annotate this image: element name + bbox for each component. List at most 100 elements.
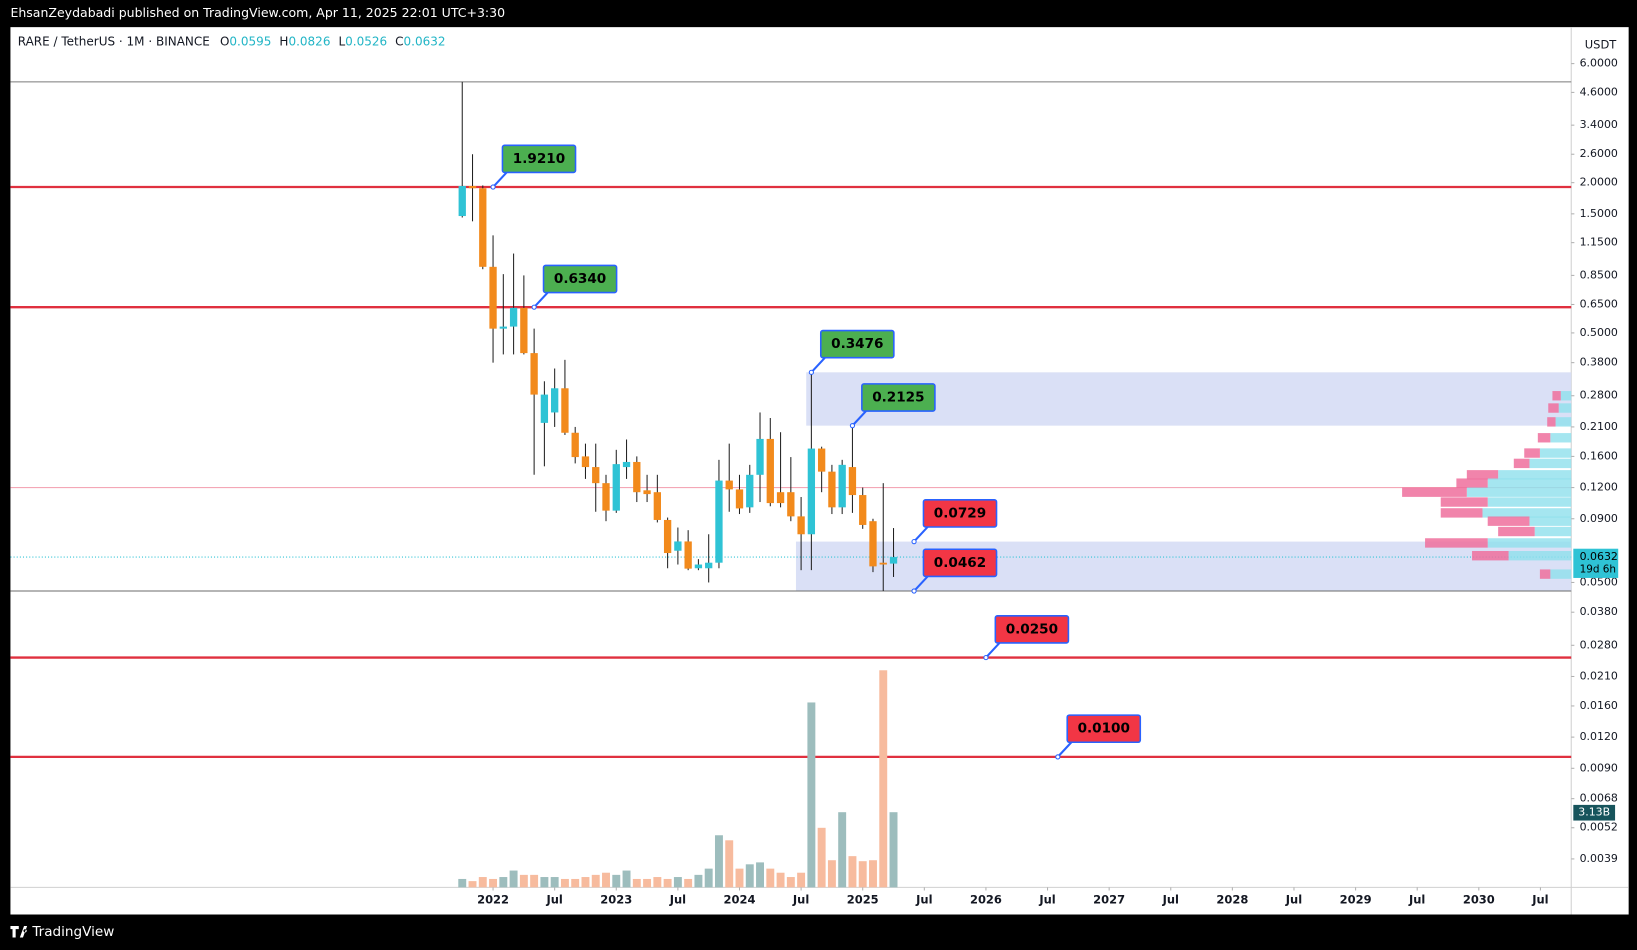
- volume-bar: [489, 878, 498, 888]
- profile-up: [1560, 391, 1572, 401]
- profile-down: [1524, 448, 1540, 458]
- axis-unit: USDT: [1585, 37, 1618, 51]
- volume-bar: [786, 877, 795, 888]
- callout-box: [922, 548, 998, 578]
- y-tick-label: 0.0210: [1580, 669, 1618, 682]
- volume-bar: [540, 877, 549, 888]
- profile-up: [1487, 497, 1572, 507]
- candle-body: [828, 471, 836, 508]
- callout-line: [492, 171, 508, 188]
- volume-bar: [714, 835, 723, 888]
- volume-bar: [519, 874, 528, 888]
- volume-bar: [766, 868, 775, 888]
- x-tick-label: 2024: [724, 892, 756, 906]
- candle-body: [663, 519, 672, 554]
- volume-bar: [560, 878, 569, 888]
- legend: RARE / TetherUS · 1M · BINANCE O0.0595 H…: [18, 34, 446, 48]
- callout-anchor: [808, 369, 814, 375]
- candle-body: [499, 326, 507, 329]
- callout-label: 1.9210: [513, 151, 565, 167]
- profile-down: [1440, 508, 1483, 518]
- y-tick-label: 0.6500: [1580, 297, 1618, 310]
- volume-bar: [838, 812, 847, 888]
- y-tick-label: 0.0900: [1580, 512, 1618, 525]
- volume-bar: [612, 874, 621, 888]
- volume-bar: [530, 874, 539, 888]
- volume-bar: [602, 872, 610, 888]
- countdown: 19d 6h: [1580, 564, 1616, 576]
- x-tick-label: Jul: [1285, 892, 1302, 906]
- candle-body: [561, 388, 569, 433]
- volume-bar: [581, 877, 590, 888]
- x-tick-label: Jul: [915, 892, 932, 906]
- profile-up: [1508, 551, 1572, 561]
- callout-box: [501, 144, 577, 174]
- candle-body: [705, 562, 713, 569]
- brand: TradingView: [10, 924, 114, 940]
- candle-body: [633, 461, 641, 493]
- profile-down: [1548, 403, 1559, 413]
- candle-body: [725, 480, 733, 490]
- callout-box: [861, 383, 936, 412]
- volume-bar: [673, 877, 682, 888]
- callout-label: 0.3476: [831, 336, 883, 352]
- annotations: 1.9210 0.6340 0.3476 0.2125 0.0729 0.0462 0.02…: [490, 144, 1142, 760]
- candle-body: [581, 456, 590, 468]
- ohlc-value: 0.0632: [404, 34, 446, 48]
- candle-body: [776, 492, 785, 504]
- x-tick-label: Jul: [1038, 892, 1055, 906]
- callout-box: [819, 329, 895, 359]
- profile-up: [1534, 526, 1572, 537]
- callout-label: 0.0250: [1006, 621, 1058, 637]
- candles: [458, 81, 898, 592]
- publisher: EhsanZeydabadi published on TradingView.…: [10, 5, 505, 20]
- candle-body: [612, 464, 620, 511]
- candle-body: [684, 541, 692, 569]
- profile-up: [1550, 569, 1572, 579]
- candle-body: [807, 448, 816, 535]
- profile-down: [1552, 391, 1561, 401]
- profile-down: [1425, 538, 1488, 548]
- callout-anchor: [1055, 754, 1061, 760]
- candle-body: [787, 492, 795, 517]
- candle-body: [838, 464, 846, 508]
- y-tick-label: 0.0052: [1580, 821, 1618, 834]
- x-tick-label: 2029: [1340, 892, 1372, 906]
- x-tick-label: 2028: [1216, 892, 1248, 906]
- profile-down: [1539, 569, 1551, 579]
- volume-bar: [756, 862, 764, 888]
- symbol: RARE / TetherUS · 1M · BINANCE: [18, 34, 210, 48]
- callout-anchor: [983, 654, 989, 661]
- candle-body: [797, 516, 805, 535]
- y-tick-label: 1.1500: [1580, 236, 1618, 249]
- candle-body: [674, 541, 682, 551]
- callout-line: [810, 356, 826, 374]
- profile-up: [1555, 417, 1572, 427]
- candle-body: [468, 185, 477, 189]
- y-tick-label: 0.0068: [1580, 792, 1618, 805]
- zone: [795, 541, 1572, 592]
- ohlc-value: 0.0595: [229, 34, 271, 48]
- profile-down: [1513, 458, 1530, 469]
- callout-box: [542, 264, 618, 294]
- candle-body: [643, 490, 651, 495]
- candle-body: [879, 562, 887, 565]
- callout-anchor: [849, 423, 856, 429]
- x-tick-label: Jul: [792, 892, 809, 906]
- y-tick-label: 0.0120: [1580, 730, 1618, 743]
- profile-down: [1466, 470, 1499, 480]
- volume-label: 3.13B: [1578, 806, 1610, 819]
- candle-body: [746, 474, 754, 508]
- callout-anchor: [911, 588, 917, 594]
- volume-bar: [848, 856, 857, 888]
- callout-label: 0.0462: [934, 555, 986, 571]
- x-tick-label: Jul: [545, 892, 562, 906]
- profile-down: [1456, 478, 1488, 488]
- volume-bar: [571, 878, 580, 888]
- axes: 6.0000 4.6000 3.4000 2.6000 2.0000 1.5000 1.15…: [477, 57, 1619, 906]
- x-tick-label: 2030: [1463, 892, 1495, 906]
- profile-up: [1487, 538, 1572, 548]
- profile-down: [1402, 487, 1467, 497]
- candle-body: [869, 521, 877, 567]
- volume-bar: [632, 878, 641, 888]
